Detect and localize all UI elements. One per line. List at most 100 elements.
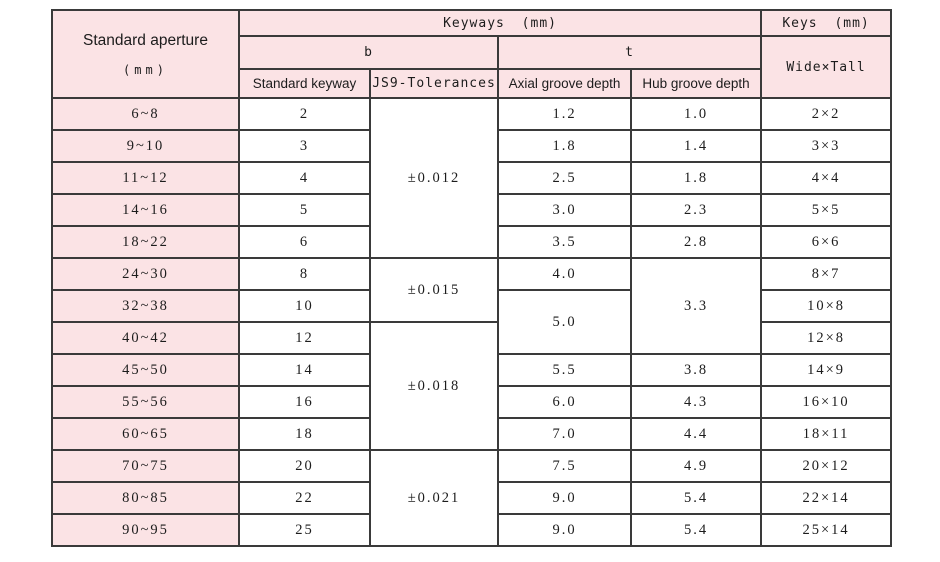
keyway-width-cell: 3 — [238, 129, 371, 163]
keys-size-cell: 22×14 — [760, 481, 893, 515]
aperture-range-cell: 60~65 — [51, 417, 240, 451]
tolerance-header: JS9-Tolerances — [369, 68, 499, 99]
wide-tall-header: Wide×Tall — [760, 35, 893, 99]
keys-size-cell: 8×7 — [760, 257, 893, 291]
axial-depth-cell: 9.0 — [497, 481, 632, 515]
tolerance-cell: ±0.021 — [369, 449, 499, 547]
axial-depth-cell: 2.5 — [497, 161, 632, 195]
hub-depth-cell: 4.9 — [629, 449, 763, 483]
aperture-range-cell: 14~16 — [51, 193, 240, 227]
axial-depth-cell: 5.0 — [497, 289, 632, 355]
keyway-width-cell: 6 — [238, 225, 371, 259]
hub-depth-cell: 1.4 — [629, 129, 763, 163]
keyway-width-cell: 8 — [238, 257, 371, 291]
table-row: 32~38 10 5.0 10×8 — [51, 289, 893, 355]
keyway-width-cell: 18 — [238, 417, 371, 451]
keyway-width-cell: 22 — [238, 481, 371, 515]
keys-group-header: Keys (mm) — [760, 9, 893, 37]
keyway-width-cell: 2 — [238, 97, 371, 131]
table-row: 60~65 18 7.0 4.4 18×11 — [51, 417, 893, 451]
hub-depth-cell: 2.3 — [629, 193, 763, 227]
keys-size-cell: 16×10 — [760, 385, 893, 419]
keyway-width-cell: 12 — [238, 321, 371, 355]
table-row: 80~85 22 9.0 5.4 22×14 — [51, 481, 893, 515]
hub-depth-cell: 3.8 — [629, 353, 763, 387]
tolerance-cell: ±0.015 — [369, 257, 499, 323]
aperture-range-cell: 45~50 — [51, 353, 240, 387]
aperture-range-cell: 24~30 — [51, 257, 240, 291]
keyway-dimensions-table: Standard aperture (mm) Keyways (mm) Keys… — [51, 9, 893, 547]
table-row: 6~8 2 ±0.012 1.2 1.0 2×2 — [51, 97, 893, 259]
table-row: 24~30 8 ±0.015 4.0 3.3 8×7 — [51, 257, 893, 355]
aperture-range-cell: 55~56 — [51, 385, 240, 419]
aperture-range-cell: 11~12 — [51, 161, 240, 195]
table-row: 14~16 5 3.0 2.3 5×5 — [51, 193, 893, 227]
axial-depth-cell: 7.0 — [497, 417, 632, 451]
aperture-range-cell: 9~10 — [51, 129, 240, 163]
keyways-group-header: Keyways (mm) — [237, 9, 763, 37]
keyway-width-cell: 14 — [238, 353, 371, 387]
aperture-range-cell: 6~8 — [51, 97, 240, 131]
header-row-bt: b t Wide×Tall — [52, 35, 893, 99]
axial-depth-cell: 4.0 — [497, 257, 632, 291]
axial-depth-cell: 1.8 — [497, 129, 632, 163]
aperture-range-cell: 32~38 — [51, 289, 240, 323]
hub-depth-cell: 4.3 — [629, 385, 763, 419]
hub-groove-depth-header: Hub groove depth — [629, 68, 763, 99]
table-row: 45~50 14 5.5 3.8 14×9 — [51, 353, 893, 387]
standard-aperture-unit: (mm) — [123, 62, 168, 77]
aperture-range-cell: 90~95 — [51, 513, 240, 547]
keys-size-cell: 25×14 — [760, 513, 893, 547]
axial-depth-cell: 9.0 — [497, 513, 632, 547]
table-row: 40~42 12 ±0.018 12×8 — [51, 321, 893, 451]
keys-size-cell: 2×2 — [760, 97, 893, 131]
axial-depth-cell: 7.5 — [497, 449, 632, 483]
hub-depth-cell: 4.4 — [629, 417, 763, 451]
header-row-sub: Standard keyway JS9-Tolerances Axial gro… — [52, 68, 891, 99]
axial-groove-depth-header: Axial groove depth — [497, 68, 632, 99]
t-column-header: t — [496, 35, 763, 70]
keyway-width-cell: 4 — [238, 161, 371, 195]
standard-keyway-header: Standard keyway — [238, 68, 371, 99]
table-row: 70~75 20 ±0.021 7.5 4.9 20×12 — [51, 449, 893, 547]
keyway-width-cell: 20 — [238, 449, 371, 483]
table-row: 18~22 6 3.5 2.8 6×6 — [51, 225, 893, 259]
keys-size-cell: 18×11 — [760, 417, 893, 451]
standard-aperture-header: Standard aperture (mm) — [51, 9, 240, 99]
keyway-width-cell: 16 — [238, 385, 371, 419]
keys-size-cell: 4×4 — [760, 161, 893, 195]
aperture-range-cell: 18~22 — [51, 225, 240, 259]
b-column-header: b — [238, 35, 499, 70]
tolerance-cell: ±0.018 — [369, 321, 499, 451]
axial-depth-cell: 3.5 — [497, 225, 632, 259]
keyway-width-cell: 5 — [238, 193, 371, 227]
table-row: 9~10 3 1.8 1.4 3×3 — [51, 129, 893, 163]
keys-size-cell: 14×9 — [760, 353, 893, 387]
hub-depth-cell: 5.4 — [629, 481, 763, 515]
aperture-range-cell: 80~85 — [51, 481, 240, 515]
keys-size-cell: 6×6 — [760, 225, 893, 259]
hub-depth-cell: 3.3 — [629, 257, 763, 355]
axial-depth-cell: 3.0 — [497, 193, 632, 227]
axial-depth-cell: 5.5 — [497, 353, 632, 387]
hub-depth-cell: 1.0 — [629, 97, 763, 131]
keyway-width-cell: 25 — [238, 513, 371, 547]
standard-aperture-title: Standard aperture — [83, 31, 208, 49]
hub-depth-cell: 5.4 — [629, 513, 763, 547]
hub-depth-cell: 2.8 — [629, 225, 763, 259]
keys-size-cell: 10×8 — [760, 289, 893, 323]
keys-size-cell: 3×3 — [760, 129, 893, 163]
keys-size-cell: 5×5 — [760, 193, 893, 227]
axial-depth-cell: 1.2 — [497, 97, 632, 131]
keyway-width-cell: 10 — [238, 289, 371, 323]
aperture-range-cell: 70~75 — [51, 449, 240, 483]
table-row: 55~56 16 6.0 4.3 16×10 — [51, 385, 893, 419]
tolerance-cell: ±0.012 — [369, 97, 499, 259]
axial-depth-cell: 6.0 — [497, 385, 632, 419]
hub-depth-cell: 1.8 — [629, 161, 763, 195]
table-row: 11~12 4 2.5 1.8 4×4 — [51, 161, 893, 195]
keys-size-cell: 20×12 — [760, 449, 893, 483]
keys-size-cell: 12×8 — [760, 321, 893, 355]
aperture-range-cell: 40~42 — [51, 321, 240, 355]
